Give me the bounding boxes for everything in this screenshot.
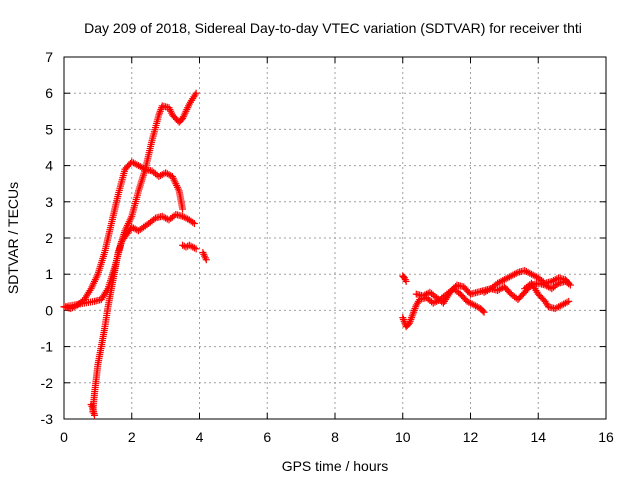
data-point [563,298,571,306]
y-tick-label: -3 [41,411,54,427]
data-point [565,280,573,288]
data-point [190,220,198,228]
x-tick-label: 4 [196,429,204,445]
data-point [192,245,200,253]
x-tick-label: 8 [331,429,339,445]
data-points [60,89,574,419]
y-tick-label: 4 [45,158,53,174]
x-axis-label: GPS time / hours [282,458,389,474]
data-point [202,256,210,264]
y-tick-label: 2 [45,230,53,246]
x-tick-label: 2 [128,429,136,445]
x-tick-label: 0 [60,429,68,445]
data-point [192,89,200,97]
y-tick-label: -1 [41,339,54,355]
y-tick-label: -2 [41,375,54,391]
data-point [402,277,410,285]
x-tick-labels: 0 2 4 6 8 10 12 14 16 [60,429,614,445]
data-point [512,269,520,277]
data-point [480,308,488,316]
data-point [479,307,487,315]
y-tick-label: 5 [45,121,53,137]
x-tick-label: 16 [598,429,614,445]
x-tick-label: 10 [395,429,411,445]
y-tick-label: 6 [45,85,53,101]
data-point [565,297,573,305]
plot-area-frame [63,56,607,420]
y-tick-label: 1 [45,266,53,282]
y-tick-labels: -3 -2 -1 0 1 2 3 4 5 6 7 [41,49,54,427]
data-point [190,244,198,252]
y-tick-label: 0 [45,302,53,318]
y-tick-label: 7 [45,49,53,65]
data-point [90,411,98,419]
chart-title: Day 209 of 2018, Sidereal Day-to-day VTE… [84,20,582,36]
data-point [179,205,187,213]
x-tick-label: 12 [463,429,479,445]
x-tick-label: 14 [530,429,546,445]
y-axis-label: SDTVAR / TECUs [5,182,21,294]
y-tick-label: 3 [45,194,53,210]
data-point [566,281,574,289]
x-tick-label: 6 [263,429,271,445]
data-point [189,218,197,226]
